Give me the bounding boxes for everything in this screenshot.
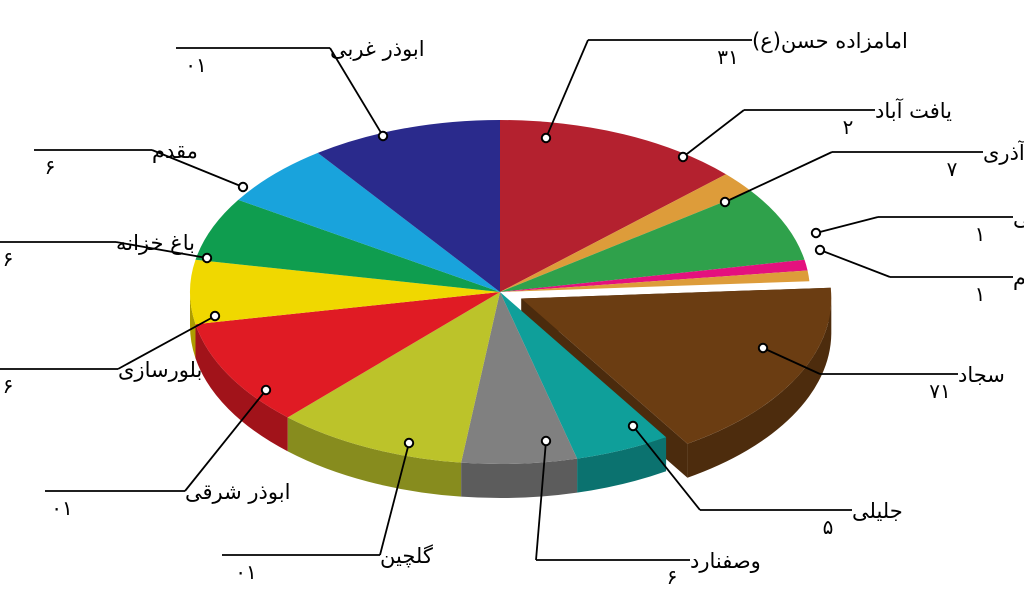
callout-value-7: ۵ [823, 515, 834, 539]
callout-value-4: ۱ [975, 222, 986, 246]
pie-slice-side-7 [577, 437, 667, 493]
pie-slice-امامزاده حسن(ع)[interactable]: امامزاده حسن(ع) ۱۳ [500, 120, 726, 292]
pie-slice-side-6 [687, 299, 832, 478]
pie-slice-side-10 [195, 324, 288, 452]
callout-leader-1 [545, 39, 589, 139]
pie-slice-زمزم[interactable]: زمزم ۱ [500, 270, 810, 292]
pie-slice-بلورسازی[interactable]: بلورسازی ۶ [190, 259, 500, 325]
callout-leader-3 [724, 151, 833, 203]
callout-name-8: وصفنارد [690, 549, 761, 573]
callout-value-3: ۷ [947, 157, 958, 181]
pie-slice-ابوذر شرقی[interactable]: ابوذر شرقی ۱۰ [195, 292, 500, 418]
pie-slice-side-11 [190, 291, 196, 359]
callout-leader-8 [535, 440, 547, 561]
callout-value-5: ۱ [975, 282, 986, 306]
callout-name-14: ابوذر غربی [330, 37, 425, 61]
callout-name-1: امامزاده حسن(ع) [752, 29, 908, 53]
callout-name-10: ابوذر شرقی [185, 480, 290, 504]
callout-marker-9 [403, 437, 415, 449]
callout-value-1: ۱۳ [717, 45, 738, 69]
callout-value-12: ۶ [3, 247, 14, 271]
callout-value-6: ۱۷ [929, 379, 950, 403]
pie-slice-باغ خزانه[interactable]: باغ خزانه ۶ [195, 199, 500, 292]
callout-leader-9 [379, 442, 410, 556]
callout-marker-11 [209, 310, 221, 322]
pie-slice-سجاد[interactable]: سجاد ۱۷ [521, 287, 832, 444]
callout-marker-14 [377, 130, 389, 142]
callout-marker-3 [719, 196, 731, 208]
callout-marker-1 [540, 132, 552, 144]
callout-leader-11 [117, 315, 216, 370]
callout-leader-14 [329, 47, 384, 137]
callout-marker-2 [677, 151, 689, 163]
callout-leader-6 [762, 347, 821, 375]
callout-marker-8 [540, 435, 552, 447]
callout-value-9: ۱۰ [235, 560, 256, 584]
callout-name-12: باغ خزانه [116, 231, 195, 255]
pie-slice-ابوذر غربی[interactable]: ابوذر غربی ۱۰ [317, 120, 500, 292]
callout-value-11: ۶ [3, 374, 14, 398]
callout-value-10: ۱۰ [51, 496, 72, 520]
callout-leaders [0, 39, 1013, 561]
callout-leader-7 [632, 425, 701, 511]
callout-marker-4 [810, 227, 822, 239]
callout-name-2: یافت آباد [875, 98, 952, 123]
callout-name-3: آذری [983, 140, 1024, 165]
callout-marker-7 [627, 420, 639, 432]
pie-slice-آذری[interactable]: آذری ۷ [500, 190, 805, 292]
pie-slice-وصفنارد[interactable]: وصفنارد ۶ [461, 292, 578, 464]
callout-marker-5 [814, 244, 826, 256]
callout-name-11: بلورسازی [118, 358, 202, 382]
callout-labels: امامزاده حسن(ع) ۱۳ یافت آباد ۲ آذری ۷ زهتابی ۱ ز… [3, 29, 1024, 589]
callout-leader-12 [115, 241, 208, 259]
callout-leader-4 [815, 216, 879, 234]
callout-leader-10 [184, 389, 267, 492]
callout-marker-6 [757, 342, 769, 354]
callout-value-14: ۱۰ [185, 53, 206, 77]
callout-value-2: ۲ [843, 115, 854, 139]
pie-slice-side-9 [287, 417, 462, 497]
callout-name-6: سجاد [958, 363, 1005, 387]
callout-marker-12 [201, 252, 213, 264]
callout-name-4: زهتابی [1013, 206, 1024, 230]
callout-name-5: زمزم [1013, 266, 1024, 290]
callout-marker-10 [260, 384, 272, 396]
callout-value-8: ۶ [667, 565, 678, 589]
callout-leader-13 [151, 149, 244, 188]
pie-slice-مقدم[interactable]: مقدم ۶ [238, 152, 500, 292]
callout-leader-5 [819, 249, 891, 278]
pie-slice-گلچین[interactable]: گلچین ۱۰ [287, 292, 500, 463]
callout-name-13: مقدم [152, 139, 198, 163]
callout-name-7: جلیلی [852, 499, 903, 523]
callout-leader-2 [682, 109, 745, 158]
callout-name-9: گلچین [380, 544, 433, 568]
callout-value-13: ۶ [45, 155, 56, 179]
pie-slice-جلیلی[interactable]: جلیلی ۵ [500, 292, 667, 459]
pie-slice-زهتابی[interactable]: زهتابی ۱ [500, 259, 808, 292]
pie-slice-side-8 [461, 458, 578, 498]
pie-slice-یافت آباد[interactable]: یافت آباد ۲ [500, 174, 751, 292]
callout-marker-13 [237, 181, 249, 193]
